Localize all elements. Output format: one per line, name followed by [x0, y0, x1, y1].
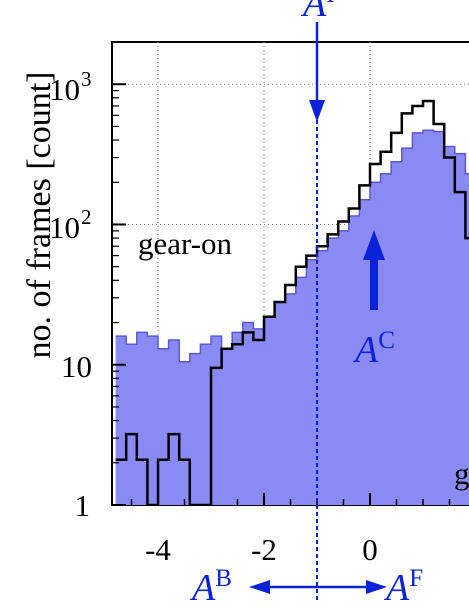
x-tick-label-neg2: -2 [251, 532, 277, 567]
annotation-A-I: AI [300, 0, 335, 600]
y-tick-label-100: 10 [49, 210, 80, 245]
annotation-A-B-A-F: AB AF [189, 565, 423, 607]
x-tick-label-neg4: -4 [145, 532, 171, 567]
series-label-gear-on: gear-on [138, 226, 233, 261]
histogram-fill-gear-on [115, 130, 469, 505]
y-tick-label-1000: 10 [49, 72, 80, 107]
A-B-arrow-head [249, 580, 270, 594]
A-B-label: AB [189, 565, 232, 607]
A-I-arrow-head [309, 100, 325, 122]
y-tick-exp-1000: 3 [81, 67, 92, 91]
y-tick-exp-100: 2 [81, 205, 92, 229]
y-axis-label: no. of frames [count] [21, 71, 58, 358]
annotation-A-C: AC [352, 230, 395, 371]
A-C-label: AC [352, 327, 395, 371]
y-tick-label-1: 1 [75, 488, 91, 523]
x-tick-labels: -4 -2 0 2 [145, 532, 469, 567]
x-tick-label-0: 0 [362, 532, 378, 567]
axis-ticks [112, 83, 451, 506]
A-C-arrow-shaft [370, 255, 378, 310]
A-I-label: AI [300, 0, 335, 25]
series-layer [115, 99, 469, 505]
series-label-gear-off: g [454, 456, 469, 491]
A-F-label: AF [383, 565, 423, 607]
y-tick-labels: 1 10 10 2 10 3 [49, 67, 92, 523]
y-tick-label-10: 10 [61, 349, 92, 384]
A-F-arrow-head [366, 580, 387, 594]
A-C-arrow-head [363, 230, 385, 260]
